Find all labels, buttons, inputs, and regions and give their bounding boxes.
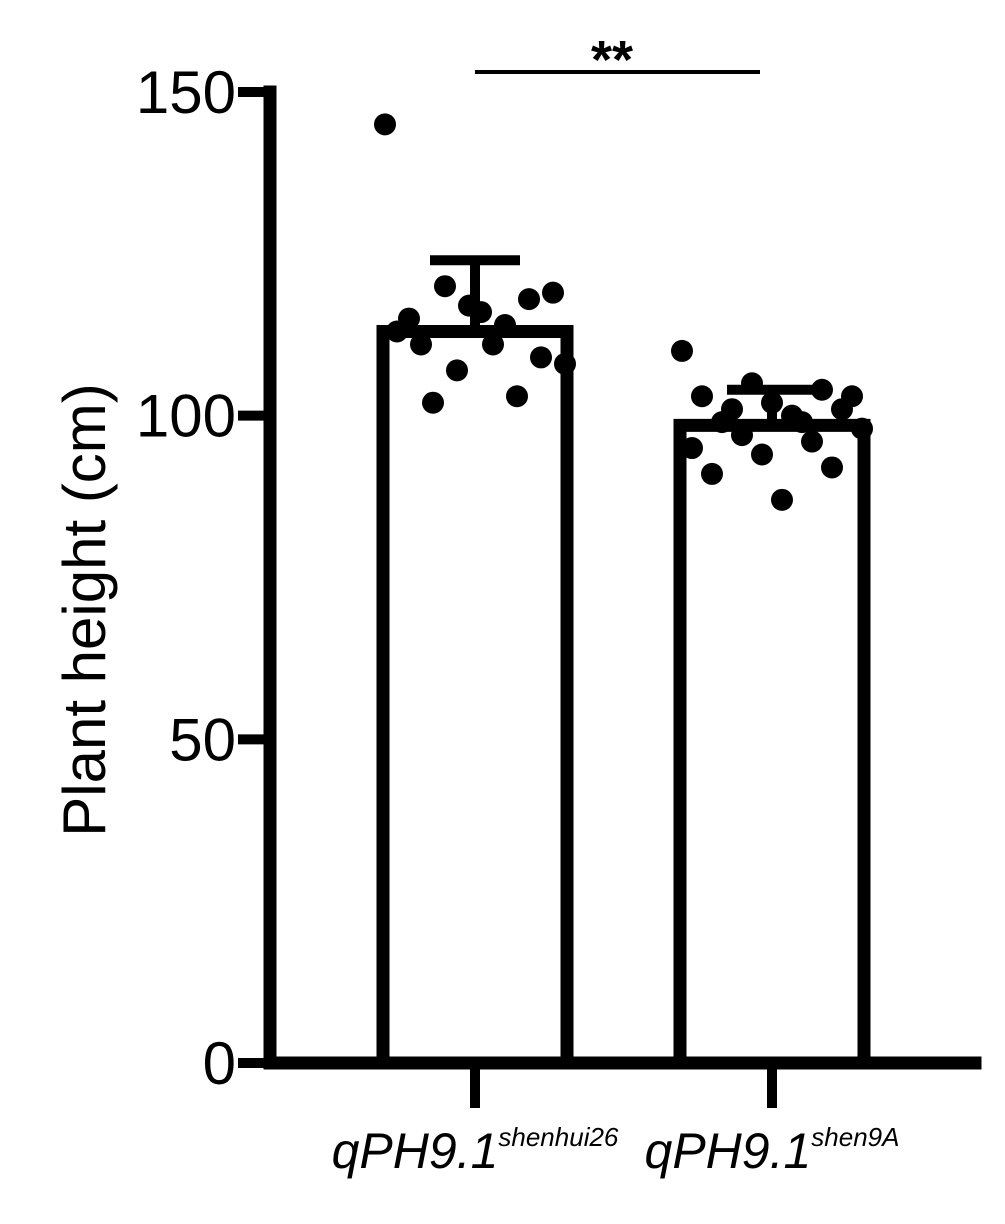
y-tick-label: 50 (169, 706, 236, 773)
x-tick-label: qPH9.1shenhui26 (332, 1122, 619, 1179)
category-base: qPH9.1 (645, 1123, 812, 1179)
data-point (741, 372, 763, 395)
data-point (671, 339, 693, 362)
data-point (530, 346, 552, 369)
data-point (554, 352, 576, 375)
data-point (446, 359, 468, 382)
y-tick-label: 100 (136, 383, 236, 450)
data-point (701, 462, 723, 485)
x-ticks: qPH9.1shenhui26 qPH9.1shen9A (332, 1063, 900, 1179)
data-point (821, 456, 843, 479)
data-point (681, 437, 703, 460)
y-tick-label: 150 (136, 59, 236, 126)
significance-label: ** (591, 30, 633, 90)
data-point (851, 417, 873, 440)
data-point (751, 443, 773, 466)
category-superscript: shenhui26 (498, 1122, 619, 1152)
data-point (506, 385, 528, 408)
data-point (761, 391, 783, 414)
data-point (434, 275, 456, 298)
significance: ** (475, 30, 760, 90)
data-point (771, 488, 793, 511)
category-superscript: shen9A (811, 1122, 899, 1152)
bars (376, 325, 871, 1070)
data-point (801, 430, 823, 453)
data-point (374, 113, 396, 136)
data-point (811, 378, 833, 401)
data-point (791, 411, 813, 434)
y-ticks: 0 50 100 150 (136, 59, 270, 1097)
data-point (422, 391, 444, 414)
bar (376, 325, 574, 1070)
data-point (470, 301, 492, 324)
category-base: qPH9.1 (332, 1123, 499, 1179)
data-point (482, 333, 504, 356)
data-point (721, 398, 743, 421)
data-point (841, 385, 863, 408)
data-point (518, 288, 540, 311)
data-point (731, 424, 753, 447)
data-point (410, 333, 432, 356)
data-point (398, 307, 420, 330)
y-tick-label: 0 (203, 1030, 236, 1097)
bar (673, 418, 871, 1070)
data-points (374, 113, 873, 511)
x-tick-label: qPH9.1shen9A (645, 1122, 900, 1179)
data-point (542, 281, 564, 304)
data-point (494, 314, 516, 337)
y-axis-label: Plant height (cm) (51, 383, 118, 837)
data-point (691, 385, 713, 408)
